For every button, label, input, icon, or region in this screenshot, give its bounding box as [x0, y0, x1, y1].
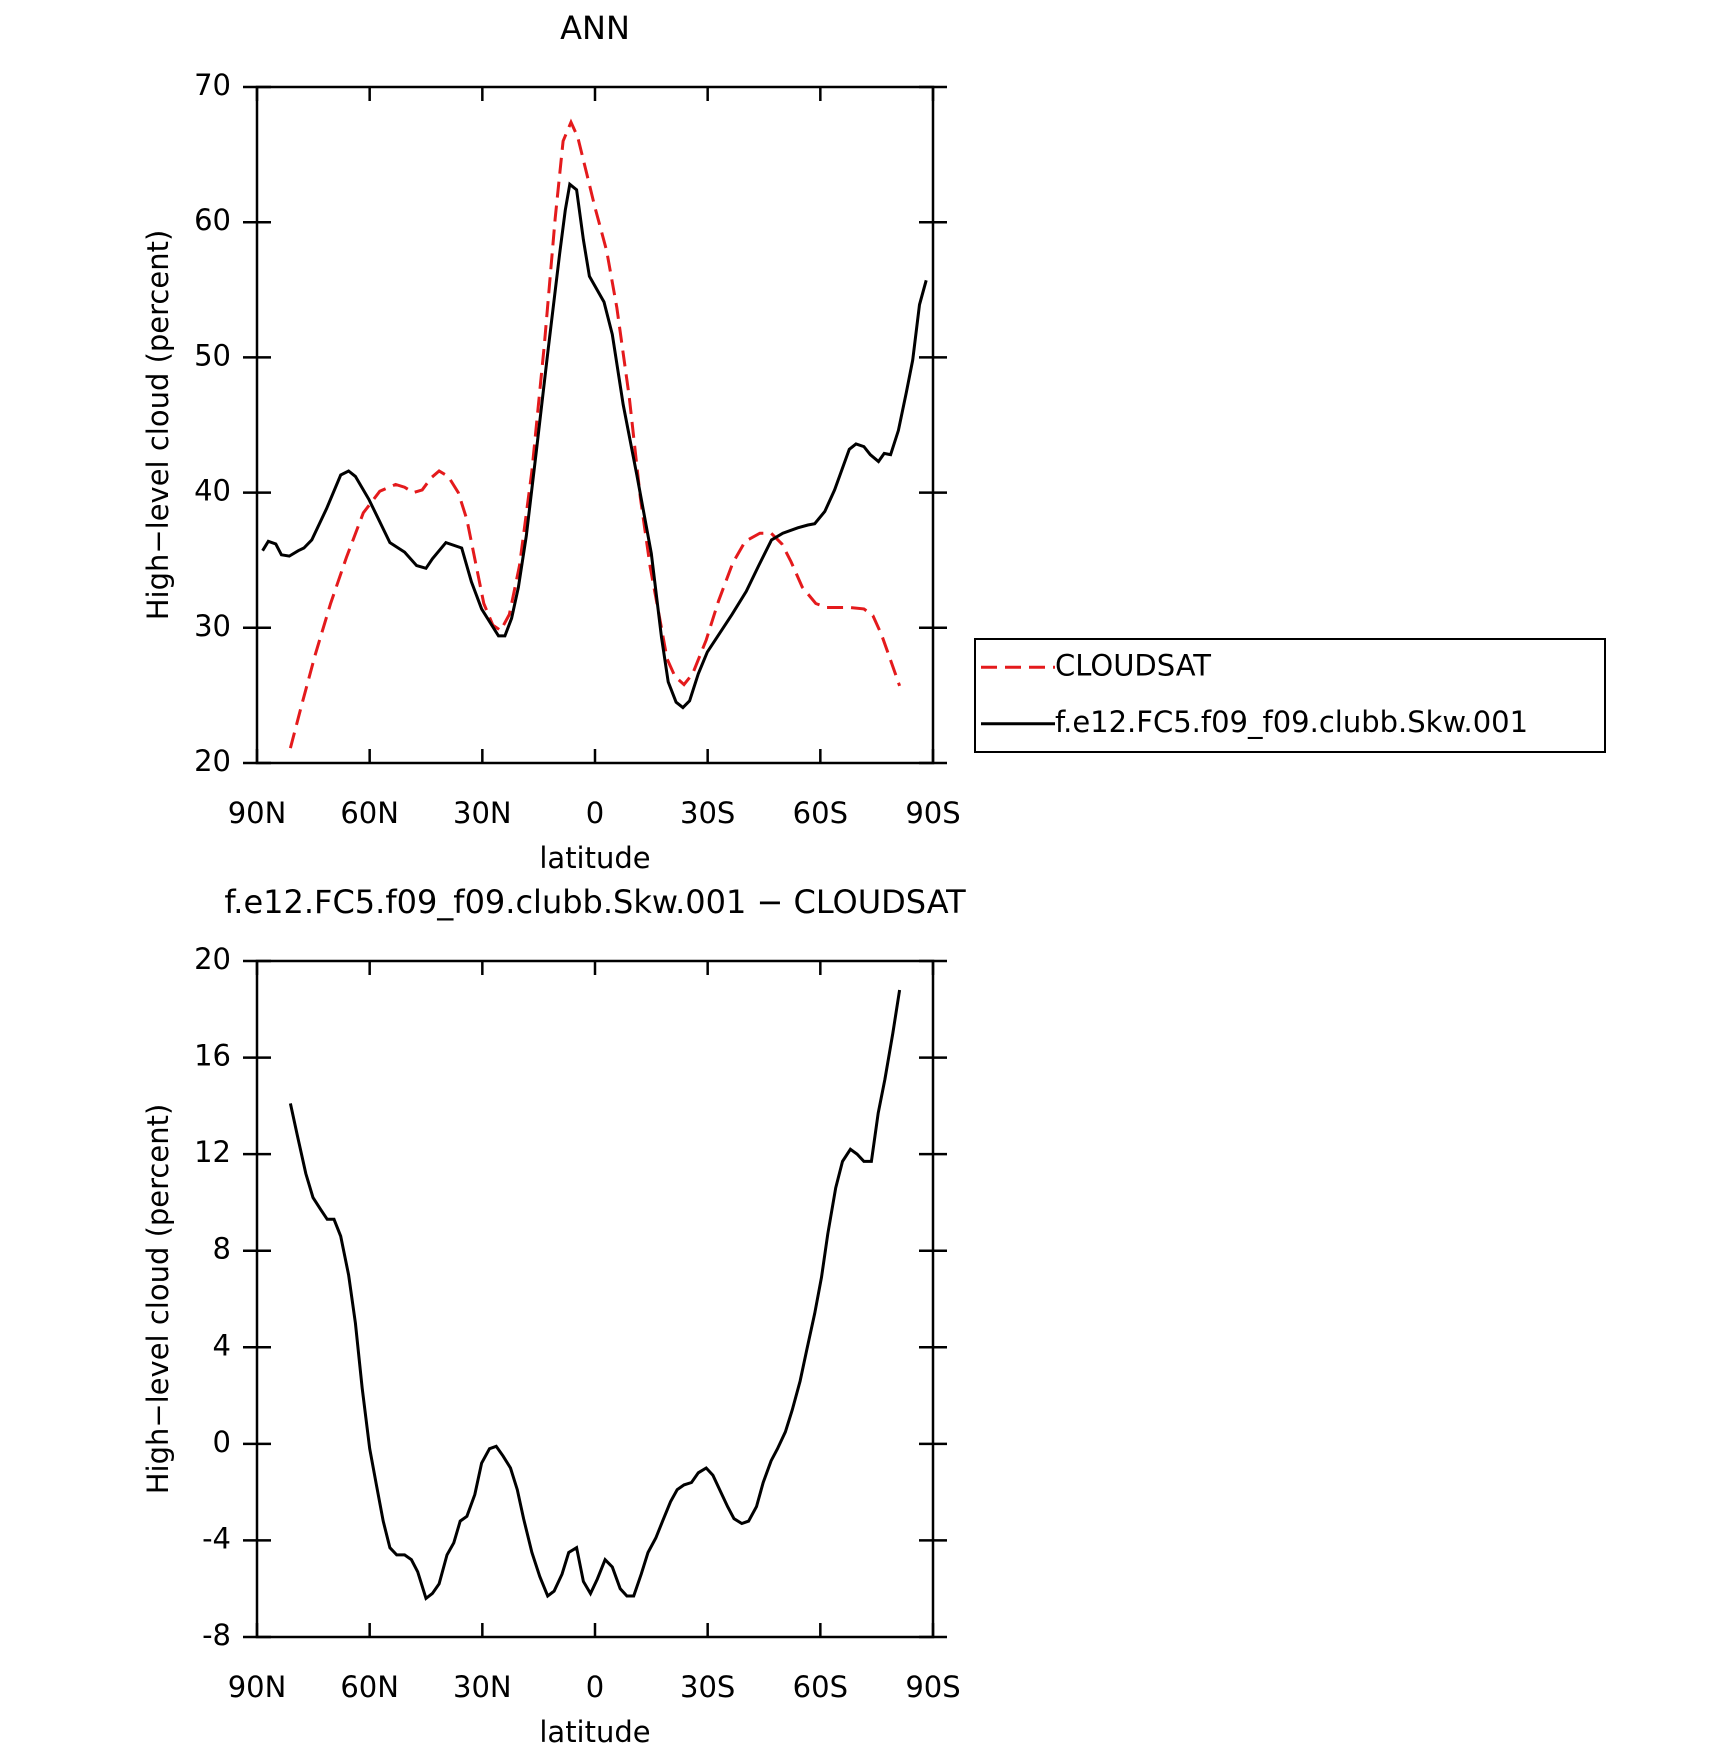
x-tick-label: 30N	[453, 796, 512, 830]
x-tick-label: 0	[586, 796, 604, 830]
x-tick-label: 90S	[905, 796, 960, 830]
y-tick-label: 60	[194, 203, 231, 237]
data-line	[261, 181, 928, 710]
y-tick-label: 20	[194, 942, 231, 976]
y-tick-label: 4	[213, 1328, 231, 1362]
chart-title: f.e12.FC5.f09_f09.clubb.Skw.001 − CLOUDS…	[224, 883, 966, 921]
legend-box	[974, 638, 1606, 753]
x-tick-label: 60N	[340, 796, 399, 830]
plot-frame	[255, 959, 935, 1639]
y-tick-label: -4	[202, 1521, 231, 1555]
y-axis-label: High−level cloud (percent)	[141, 1104, 175, 1495]
legend-label: f.e12.FC5.f09_f09.clubb.Skw.001	[1055, 705, 1528, 739]
data-line	[288, 989, 902, 1601]
x-axis-label: latitude	[539, 841, 650, 875]
chart-title: ANN	[560, 9, 630, 47]
x-tick-label: 90N	[228, 796, 287, 830]
plot-frame	[255, 85, 935, 765]
x-tick-label: 90N	[228, 1670, 287, 1704]
legend-label: CLOUDSAT	[1055, 648, 1211, 682]
y-tick-label: 16	[194, 1039, 231, 1073]
y-tick-label: 40	[194, 474, 231, 508]
y-tick-label: 8	[213, 1232, 231, 1266]
x-tick-label: 30N	[453, 1670, 512, 1704]
x-tick-label: 60S	[793, 1670, 848, 1704]
x-tick-label: 30S	[680, 796, 735, 830]
y-tick-label: 0	[213, 1425, 231, 1459]
x-axis-label: latitude	[539, 1715, 650, 1749]
y-tick-label: 20	[194, 744, 231, 778]
x-tick-label: 30S	[680, 1670, 735, 1704]
x-tick-label: 0	[586, 1670, 604, 1704]
y-tick-label: -8	[202, 1618, 231, 1652]
x-tick-label: 60S	[793, 796, 848, 830]
y-tick-label: 50	[194, 338, 231, 372]
y-tick-label: 12	[194, 1135, 231, 1169]
data-line	[288, 118, 902, 749]
y-tick-label: 70	[194, 68, 231, 102]
x-tick-label: 60N	[340, 1670, 399, 1704]
y-axis-label: High−level cloud (percent)	[141, 230, 175, 621]
y-tick-label: 30	[194, 609, 231, 643]
x-tick-label: 90S	[905, 1670, 960, 1704]
